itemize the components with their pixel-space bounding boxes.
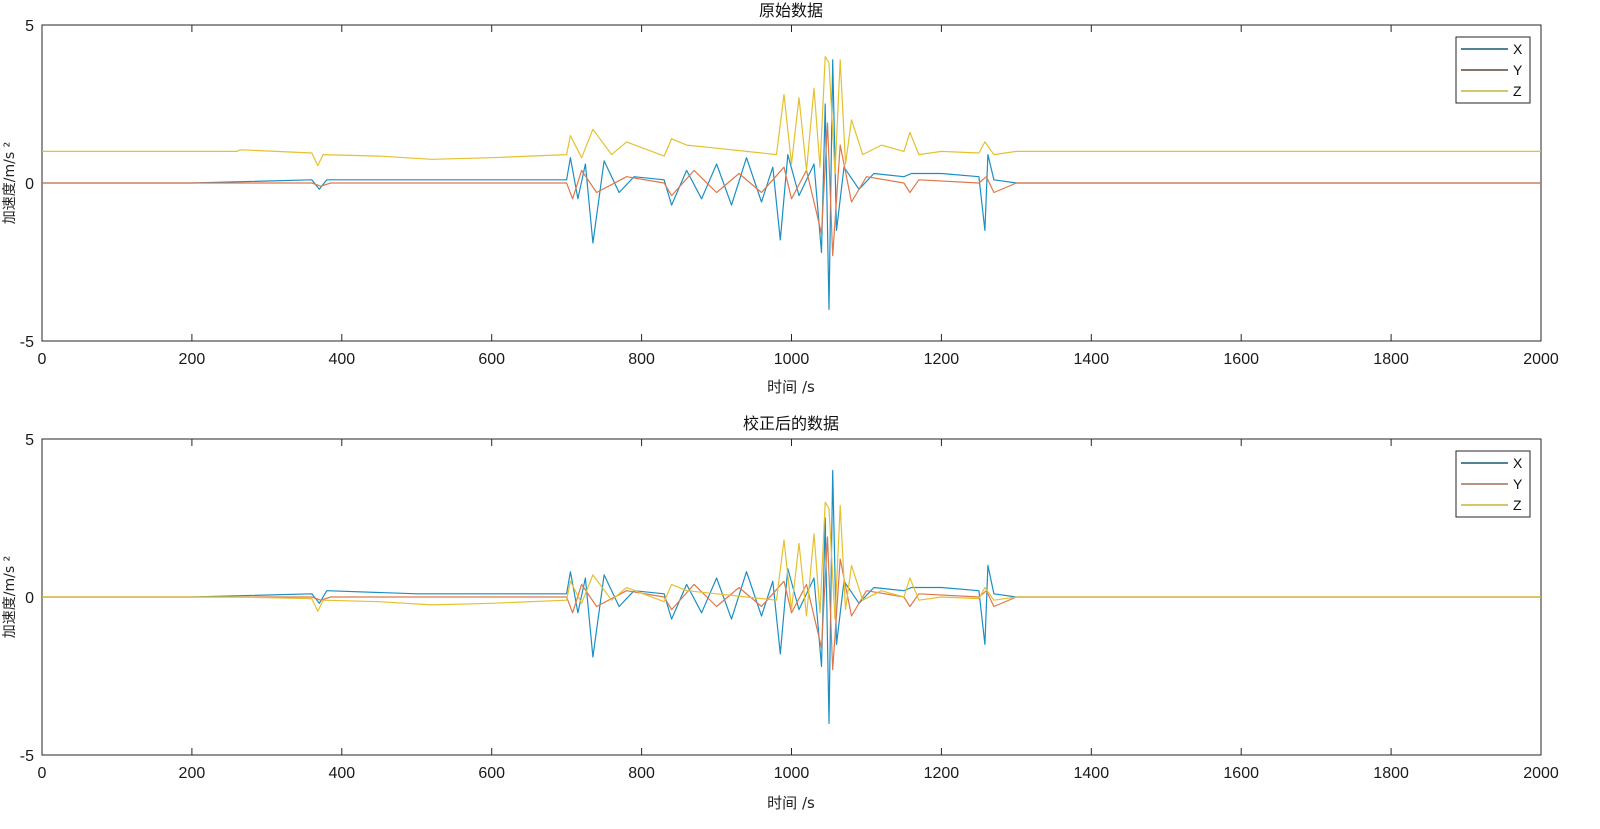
series-lines [42, 55, 1541, 310]
x-tick-label: 1400 [1074, 351, 1110, 368]
legend-label-z: Z [1513, 497, 1522, 513]
legend: X Y Z [1455, 36, 1531, 104]
subplot-raw-data: 原始数据 时间 /s 加速度/m/s ² 0 200 400 600 800 1000 12… [2, 1, 1559, 396]
legend-label-x: X [1513, 41, 1523, 57]
ticks: 0 200 400 600 800 1000 1200 1400 1600 1800 2000-50… [20, 18, 1559, 368]
chart-title: 校正后的数据 [743, 414, 839, 433]
x-tick-label: 2000 [1523, 765, 1559, 782]
subplot-corrected-data: 校正后的数据 时间 /s 加速度/m/s ² 0 200 400 600 800 1000… [2, 414, 1559, 812]
ticks: 0 200 400 600 800 1000 1200 1400 1600 1800 2000-50… [20, 432, 1559, 782]
series-line-x [42, 59, 1541, 310]
x-tick-label: 1600 [1223, 351, 1259, 368]
x-tick-label: 200 [179, 765, 206, 782]
legend-label-x: X [1513, 455, 1523, 471]
x-tick-label: 1000 [774, 351, 810, 368]
x-tick-label: 2000 [1523, 351, 1559, 368]
y-axis-label: 加速度/m/s ² [2, 142, 18, 224]
x-tick-label: 0 [38, 351, 47, 368]
y-tick-label: 0 [25, 590, 34, 607]
x-tick-label: 1200 [924, 351, 960, 368]
x-tick-label: 200 [179, 351, 206, 368]
series-line-y [42, 122, 1541, 257]
x-tick-label: 1000 [774, 765, 810, 782]
x-tick-label: 400 [328, 765, 355, 782]
y-tick-label: 5 [25, 18, 34, 35]
series-lines [42, 470, 1541, 725]
x-tick-label: 400 [328, 351, 355, 368]
series-line-z [42, 55, 1541, 175]
legend: X Y Z [1455, 450, 1531, 518]
y-tick-label: -5 [20, 748, 34, 765]
x-tick-label: 800 [628, 351, 655, 368]
x-axis-label: 时间 /s [767, 378, 815, 396]
x-tick-label: 1200 [924, 765, 960, 782]
x-tick-label: 1600 [1223, 765, 1259, 782]
y-tick-label: 0 [25, 176, 34, 193]
legend-label-y: Y [1513, 476, 1523, 492]
x-axis-label: 时间 /s [767, 794, 815, 812]
x-tick-label: 800 [628, 765, 655, 782]
x-tick-label: 600 [478, 351, 505, 368]
series-line-z [42, 501, 1541, 620]
legend-label-y: Y [1513, 62, 1523, 78]
x-tick-label: 0 [38, 765, 47, 782]
x-tick-label: 600 [478, 765, 505, 782]
y-tick-label: -5 [20, 334, 34, 351]
chart-title: 原始数据 [759, 1, 823, 20]
y-tick-label: 5 [25, 432, 34, 449]
x-tick-label: 1400 [1074, 765, 1110, 782]
y-axis-label: 加速度/m/s ² [2, 556, 18, 638]
legend-label-z: Z [1513, 83, 1522, 99]
x-tick-label: 1800 [1373, 765, 1409, 782]
x-tick-label: 1800 [1373, 351, 1409, 368]
